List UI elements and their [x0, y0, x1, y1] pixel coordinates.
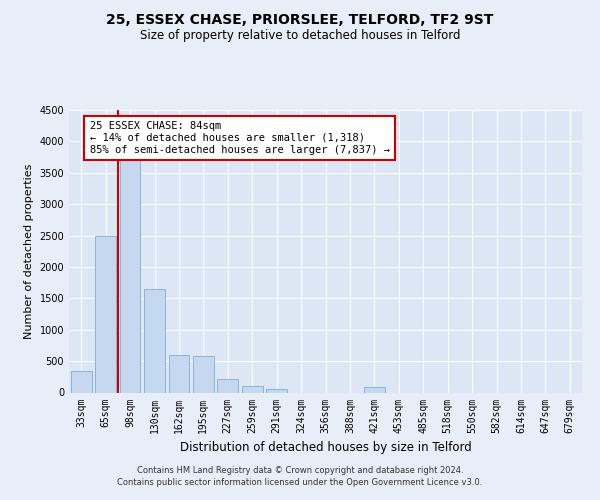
- Text: Contains public sector information licensed under the Open Government Licence v3: Contains public sector information licen…: [118, 478, 482, 487]
- Bar: [242, 386, 263, 392]
- Bar: [217, 378, 238, 392]
- Bar: [169, 355, 190, 393]
- Y-axis label: Number of detached properties: Number of detached properties: [24, 164, 34, 339]
- Bar: [266, 388, 287, 392]
- Text: 25 ESSEX CHASE: 84sqm
← 14% of detached houses are smaller (1,318)
85% of semi-d: 25 ESSEX CHASE: 84sqm ← 14% of detached …: [89, 122, 389, 154]
- Text: Contains HM Land Registry data © Crown copyright and database right 2024.: Contains HM Land Registry data © Crown c…: [137, 466, 463, 475]
- Text: 25, ESSEX CHASE, PRIORSLEE, TELFORD, TF2 9ST: 25, ESSEX CHASE, PRIORSLEE, TELFORD, TF2…: [106, 12, 494, 26]
- X-axis label: Distribution of detached houses by size in Telford: Distribution of detached houses by size …: [179, 441, 472, 454]
- Bar: [364, 388, 385, 392]
- Bar: [119, 160, 140, 392]
- Bar: [71, 370, 92, 392]
- Bar: [144, 289, 165, 393]
- Bar: [193, 356, 214, 393]
- Bar: [95, 236, 116, 392]
- Text: Size of property relative to detached houses in Telford: Size of property relative to detached ho…: [140, 28, 460, 42]
